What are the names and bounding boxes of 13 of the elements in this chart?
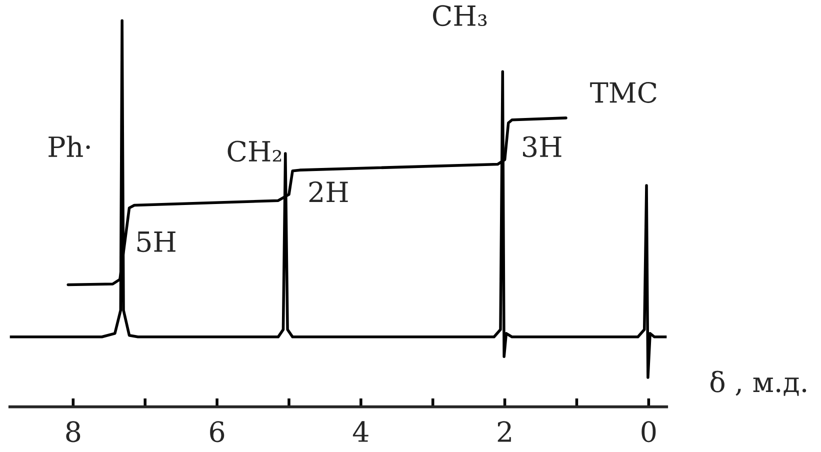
annotation: 5H <box>137 231 176 252</box>
annotation: CH₂ <box>228 140 282 162</box>
annotation: 3H <box>523 136 562 158</box>
annotation: TMC <box>590 82 656 103</box>
x-tick-label: 2 <box>498 421 511 442</box>
annotation: 2H <box>309 181 348 202</box>
x-tick-label: 0 <box>642 421 656 442</box>
x-tick-label: 6 <box>210 421 224 442</box>
annotation: CH₃ <box>433 5 487 26</box>
x-tick-label: 4 <box>352 421 368 442</box>
x-tick-label: 8 <box>66 421 80 442</box>
annotation: Ph· <box>48 136 90 157</box>
x-axis-title: δ , м.д. <box>710 370 806 396</box>
